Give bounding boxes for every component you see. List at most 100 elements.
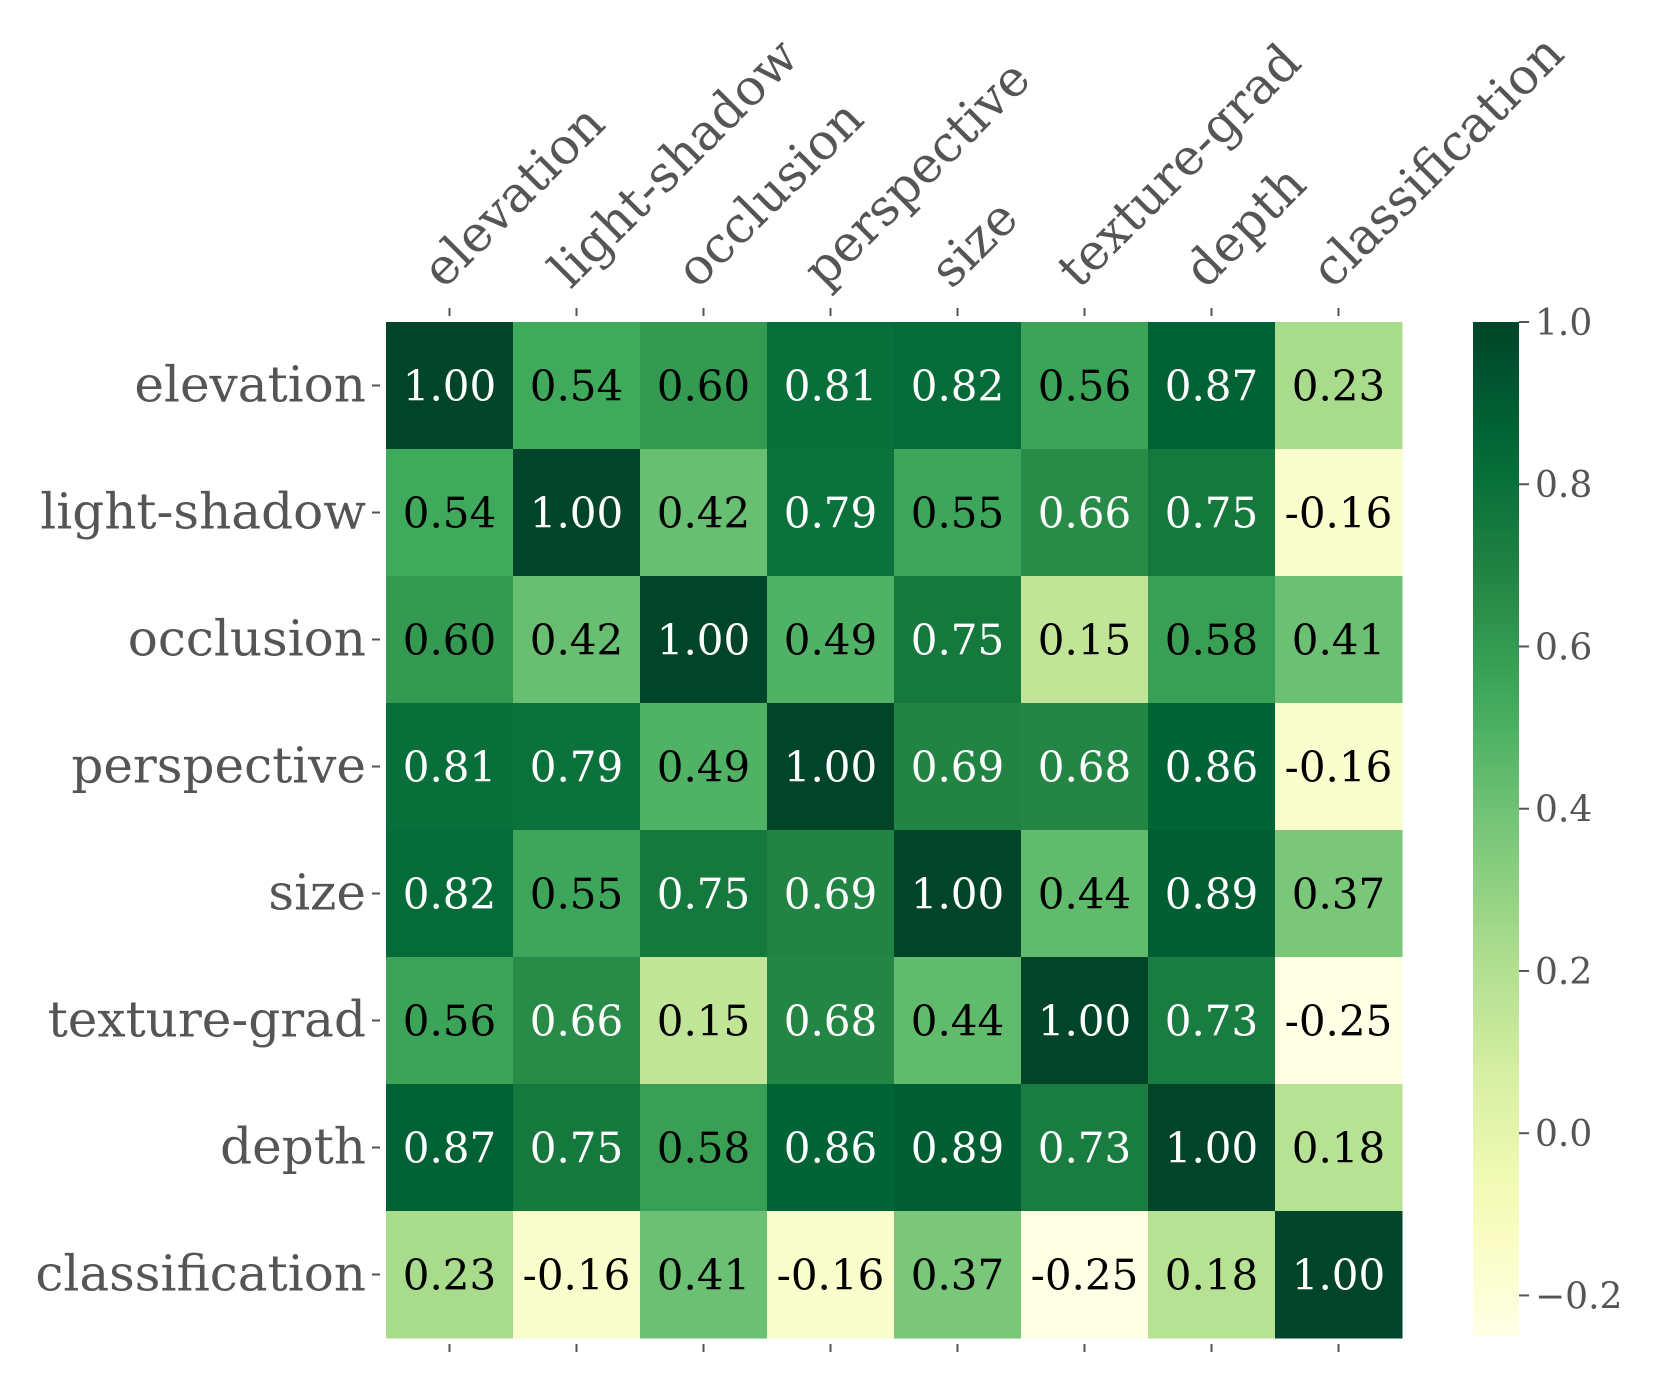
heatmap-cell <box>1275 703 1403 831</box>
cell-value-label: 1.00 <box>784 743 878 792</box>
row-label: texture-grad <box>48 991 366 1049</box>
heatmap-cells: 1.00 0.54 0.60 0.81 0.82 0.56 0.87 0.23 0.54 1.00… <box>386 322 1403 1339</box>
heatmap-cell <box>1021 449 1149 577</box>
cell-value-label: 1.00 <box>1292 1251 1386 1300</box>
cell-value-label: 1.00 <box>911 870 1005 919</box>
column-label: size <box>919 188 1029 298</box>
cell-value-label: 0.15 <box>1038 616 1132 665</box>
cell-value-label: 0.37 <box>1292 870 1386 919</box>
cell-value-label: 1.00 <box>1038 997 1132 1046</box>
heatmap-cell <box>386 1211 514 1339</box>
cell-value-label: 1.00 <box>403 362 497 411</box>
heatmap-cell <box>1148 957 1276 1085</box>
heatmap-cell <box>640 957 768 1085</box>
cell-value-label: 0.81 <box>403 743 497 792</box>
cell-value-label: 0.68 <box>784 997 878 1046</box>
heatmap-cell <box>513 830 641 958</box>
heatmap-cell <box>1275 576 1403 704</box>
heatmap-cell <box>767 1084 895 1212</box>
cell-value-label: 0.18 <box>1292 1124 1386 1173</box>
heatmap-cell <box>894 449 1022 577</box>
cell-value-label: 0.79 <box>530 743 624 792</box>
heatmap-cell <box>1148 830 1276 958</box>
heatmap-cell <box>640 576 768 704</box>
cell-value-label: 0.60 <box>403 616 497 665</box>
cell-value-label: 0.75 <box>530 1124 624 1173</box>
heatmap-cell <box>894 576 1022 704</box>
heatmap-cell <box>1148 703 1276 831</box>
heatmap-cell <box>894 1211 1022 1339</box>
cell-value-label: 0.68 <box>1038 743 1132 792</box>
cell-value-label: 0.69 <box>784 870 878 919</box>
heatmap-cell <box>513 1084 641 1212</box>
cell-value-label: 0.69 <box>911 743 1005 792</box>
cell-value-label: 0.58 <box>657 1124 751 1173</box>
heatmap-cell <box>894 957 1022 1085</box>
cell-value-label: 0.89 <box>1165 870 1259 919</box>
colorbar: 1.0 0.8 0.6 0.4 0.2 0.0 −0.2 <box>1473 303 1622 1336</box>
colorbar-gradient <box>1473 322 1519 1336</box>
heatmap-cell <box>894 322 1022 450</box>
heatmap-cell <box>1275 322 1403 450</box>
cell-value-label: 0.55 <box>911 489 1005 538</box>
heatmap-cell <box>1021 576 1149 704</box>
heatmap-cell <box>386 703 514 831</box>
cell-value-label: 0.73 <box>1165 997 1259 1046</box>
cell-value-label: 0.54 <box>403 489 497 538</box>
heatmap-cell <box>386 1084 514 1212</box>
heatmap-cell <box>767 576 895 704</box>
row-label: light-shadow <box>40 483 366 541</box>
heatmap-cell <box>1021 830 1149 958</box>
column-label: classification <box>1300 24 1575 299</box>
heatmap-cell <box>1148 1084 1276 1212</box>
row-label: size <box>268 864 366 922</box>
cell-value-label: 0.54 <box>530 362 624 411</box>
cell-value-label: 0.86 <box>784 1124 878 1173</box>
cell-value-label: 0.55 <box>530 870 624 919</box>
heatmap-cell <box>640 1084 768 1212</box>
cell-value-label: 1.00 <box>1165 1124 1259 1173</box>
cell-value-label: 0.41 <box>1292 616 1386 665</box>
cell-value-label: 0.75 <box>911 616 1005 665</box>
heatmap-cell <box>513 957 641 1085</box>
cell-value-label: -0.25 <box>1031 1251 1139 1300</box>
cell-value-label: 0.58 <box>1165 616 1259 665</box>
cell-value-label: 0.23 <box>403 1251 497 1300</box>
cell-value-label: 0.75 <box>1165 489 1259 538</box>
heatmap-cell <box>386 830 514 958</box>
heatmap-cell <box>767 449 895 577</box>
heatmap-cell <box>513 703 641 831</box>
heatmap-cell <box>386 957 514 1085</box>
heatmap-cell <box>1021 703 1149 831</box>
heatmap-cell <box>386 576 514 704</box>
cell-value-label: 0.86 <box>1165 743 1259 792</box>
cell-value-label: 0.42 <box>530 616 624 665</box>
heatmap-cell <box>894 1084 1022 1212</box>
heatmap-cell <box>1148 576 1276 704</box>
heatmap-cell <box>1148 1211 1276 1339</box>
cell-value-label: 0.89 <box>911 1124 1005 1173</box>
cell-value-label: 1.00 <box>530 489 624 538</box>
heatmap-cell <box>1021 957 1149 1085</box>
heatmap-cell <box>513 576 641 704</box>
cell-value-label: 0.49 <box>784 616 878 665</box>
cell-value-label: 1.00 <box>657 616 751 665</box>
heatmap-cell <box>1275 1211 1403 1339</box>
colorbar-tick-label: −0.2 <box>1535 1276 1622 1317</box>
cell-value-label: 0.23 <box>1292 362 1386 411</box>
heatmap-cell <box>386 449 514 577</box>
cell-value-label: 0.60 <box>657 362 751 411</box>
cell-value-label: 0.18 <box>1165 1251 1259 1300</box>
cell-value-label: 0.42 <box>657 489 751 538</box>
heatmap-cell <box>640 1211 768 1339</box>
cell-value-label: 0.79 <box>784 489 878 538</box>
row-label: depth <box>220 1118 366 1176</box>
colorbar-tick-label: 0.0 <box>1535 1114 1592 1155</box>
heatmap-cell <box>767 957 895 1085</box>
heatmap-cell <box>1275 449 1403 577</box>
cell-value-label: 0.56 <box>1038 362 1132 411</box>
heatmap-cell <box>640 322 768 450</box>
heatmap-cell <box>513 1211 641 1339</box>
cell-value-label: 0.41 <box>657 1251 751 1300</box>
